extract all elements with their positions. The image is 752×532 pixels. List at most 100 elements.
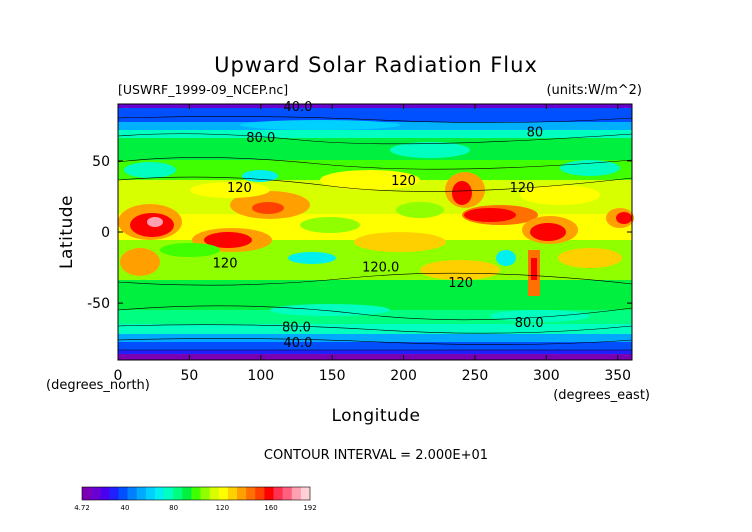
contour-label: 120	[510, 181, 535, 196]
patch-green-2	[396, 202, 444, 218]
chart-title: Upward Solar Radiation Flux	[214, 53, 538, 77]
patch-green-3	[160, 243, 220, 257]
patch-andes-red	[531, 258, 537, 280]
colorbar-label: 80	[169, 504, 178, 512]
patch-yellow-1	[320, 170, 420, 190]
x-axis-title: Longitude	[331, 406, 420, 426]
contour-label: 120	[448, 276, 473, 291]
patch-red-6	[530, 223, 566, 241]
patch-cyan-4	[560, 160, 620, 176]
colorbar-segment	[91, 487, 101, 500]
band-north-aqua	[118, 130, 632, 140]
contour-label: 80.0	[282, 320, 311, 335]
patch-cyan-9	[240, 120, 400, 130]
x-tick-label: 300	[533, 368, 560, 384]
patch-red-7	[616, 212, 632, 224]
x-unit-label: (degrees_east)	[553, 388, 650, 403]
contour-label: 80	[527, 125, 544, 140]
colorbar-segment	[145, 487, 156, 500]
colorbar-segment	[136, 487, 147, 500]
colorbar-label: 192	[303, 504, 316, 512]
colorbar-segment	[200, 487, 210, 500]
patch-cyan-6	[390, 142, 470, 158]
band-south-green	[118, 280, 632, 310]
patch-red-2	[204, 232, 252, 248]
y-unit-label: (degrees_north)	[46, 378, 150, 393]
x-tick-label: 200	[390, 368, 417, 384]
colorbar-segment	[273, 487, 283, 500]
patch-cyan-8	[490, 310, 590, 322]
patch-yellow-3	[520, 185, 600, 205]
patch-orange-8	[354, 232, 446, 252]
y-tick-label: -50	[87, 296, 110, 312]
y-axis-title: Latitude	[57, 195, 77, 269]
colorbar-segment	[246, 487, 256, 500]
colorbar-segment	[173, 487, 183, 500]
patch-red-4	[452, 181, 472, 205]
patch-cyan-1	[288, 252, 336, 264]
x-tick-label: 0	[114, 368, 123, 384]
patch-orange-11	[558, 248, 622, 268]
contour-label: 120	[227, 181, 252, 196]
units-label: (units:W/m^2)	[546, 83, 642, 98]
x-tick-label: 150	[319, 368, 346, 384]
band-north-purple	[118, 104, 632, 108]
patch-orange-10	[120, 248, 160, 276]
contour-label: 40.0	[283, 336, 312, 351]
band-south-aqua	[118, 324, 632, 334]
patch-yellow-2	[190, 182, 270, 198]
colorbar-segment	[237, 487, 247, 500]
patch-cyan-2	[496, 250, 516, 266]
colorbar-label: 40	[120, 504, 129, 512]
file-label: [USWRF_1999-09_NCEP.nc]	[118, 82, 288, 97]
contour-label: 120.0	[362, 261, 399, 276]
colorbar-segment	[209, 487, 220, 500]
band-south-cyan	[118, 334, 632, 342]
patch-pink-1	[147, 217, 163, 227]
colorbar-segment	[227, 487, 238, 500]
colorbar-segment	[191, 487, 201, 500]
patch-cyan-5	[124, 162, 176, 178]
colorbar-label: 160	[264, 504, 277, 512]
colorbar-label: 120	[216, 504, 229, 512]
colorbar-segment	[118, 487, 128, 500]
colorbar-segment	[182, 487, 192, 500]
colorbar-frame	[81, 486, 311, 501]
patch-green-1	[300, 217, 360, 233]
colorbar-segment	[282, 487, 293, 500]
x-tick-label: 250	[462, 368, 489, 384]
colorbar-segment	[291, 487, 302, 500]
band-south-blue	[118, 342, 632, 350]
colorbar-segment	[300, 487, 311, 500]
colorbar-segment	[154, 487, 165, 500]
colorbar-segment	[164, 487, 174, 500]
colorbar-segment	[127, 487, 138, 500]
y-axis: 50 0 -50	[87, 154, 632, 312]
colorbar-segment	[82, 487, 92, 500]
colorbar-labels: 4.72 40 80 120 160 192	[74, 504, 316, 512]
band-south-purple	[118, 354, 632, 360]
y-tick-label: 0	[101, 225, 110, 241]
colorbar-segment	[100, 487, 110, 500]
colorbar-segment	[255, 487, 265, 500]
contour-label: 80.0	[515, 316, 544, 331]
colorbar	[81, 486, 311, 501]
patch-cyan-7	[270, 304, 390, 316]
x-tick-label: 350	[604, 368, 631, 384]
contour-lines	[117, 116, 633, 351]
x-axis: 0 50 100 150 200 250 300 350	[114, 104, 631, 384]
patch-red-3	[252, 202, 284, 214]
band-south-deepblue	[118, 350, 632, 354]
x-tick-label: 100	[247, 368, 274, 384]
colorbar-segment	[218, 487, 229, 500]
colorbar-label: 4.72	[74, 504, 90, 512]
colorbar-segment	[109, 487, 119, 500]
contour-label: 120	[391, 174, 416, 189]
y-tick-label: 50	[92, 154, 110, 170]
contour-label: 40.0	[283, 100, 312, 115]
patch-red-5	[464, 208, 516, 222]
colorbar-segment	[264, 487, 274, 500]
